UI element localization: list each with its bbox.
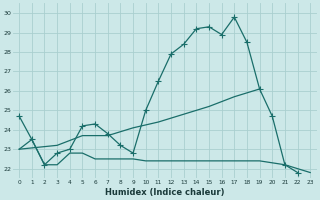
X-axis label: Humidex (Indice chaleur): Humidex (Indice chaleur) — [105, 188, 224, 197]
